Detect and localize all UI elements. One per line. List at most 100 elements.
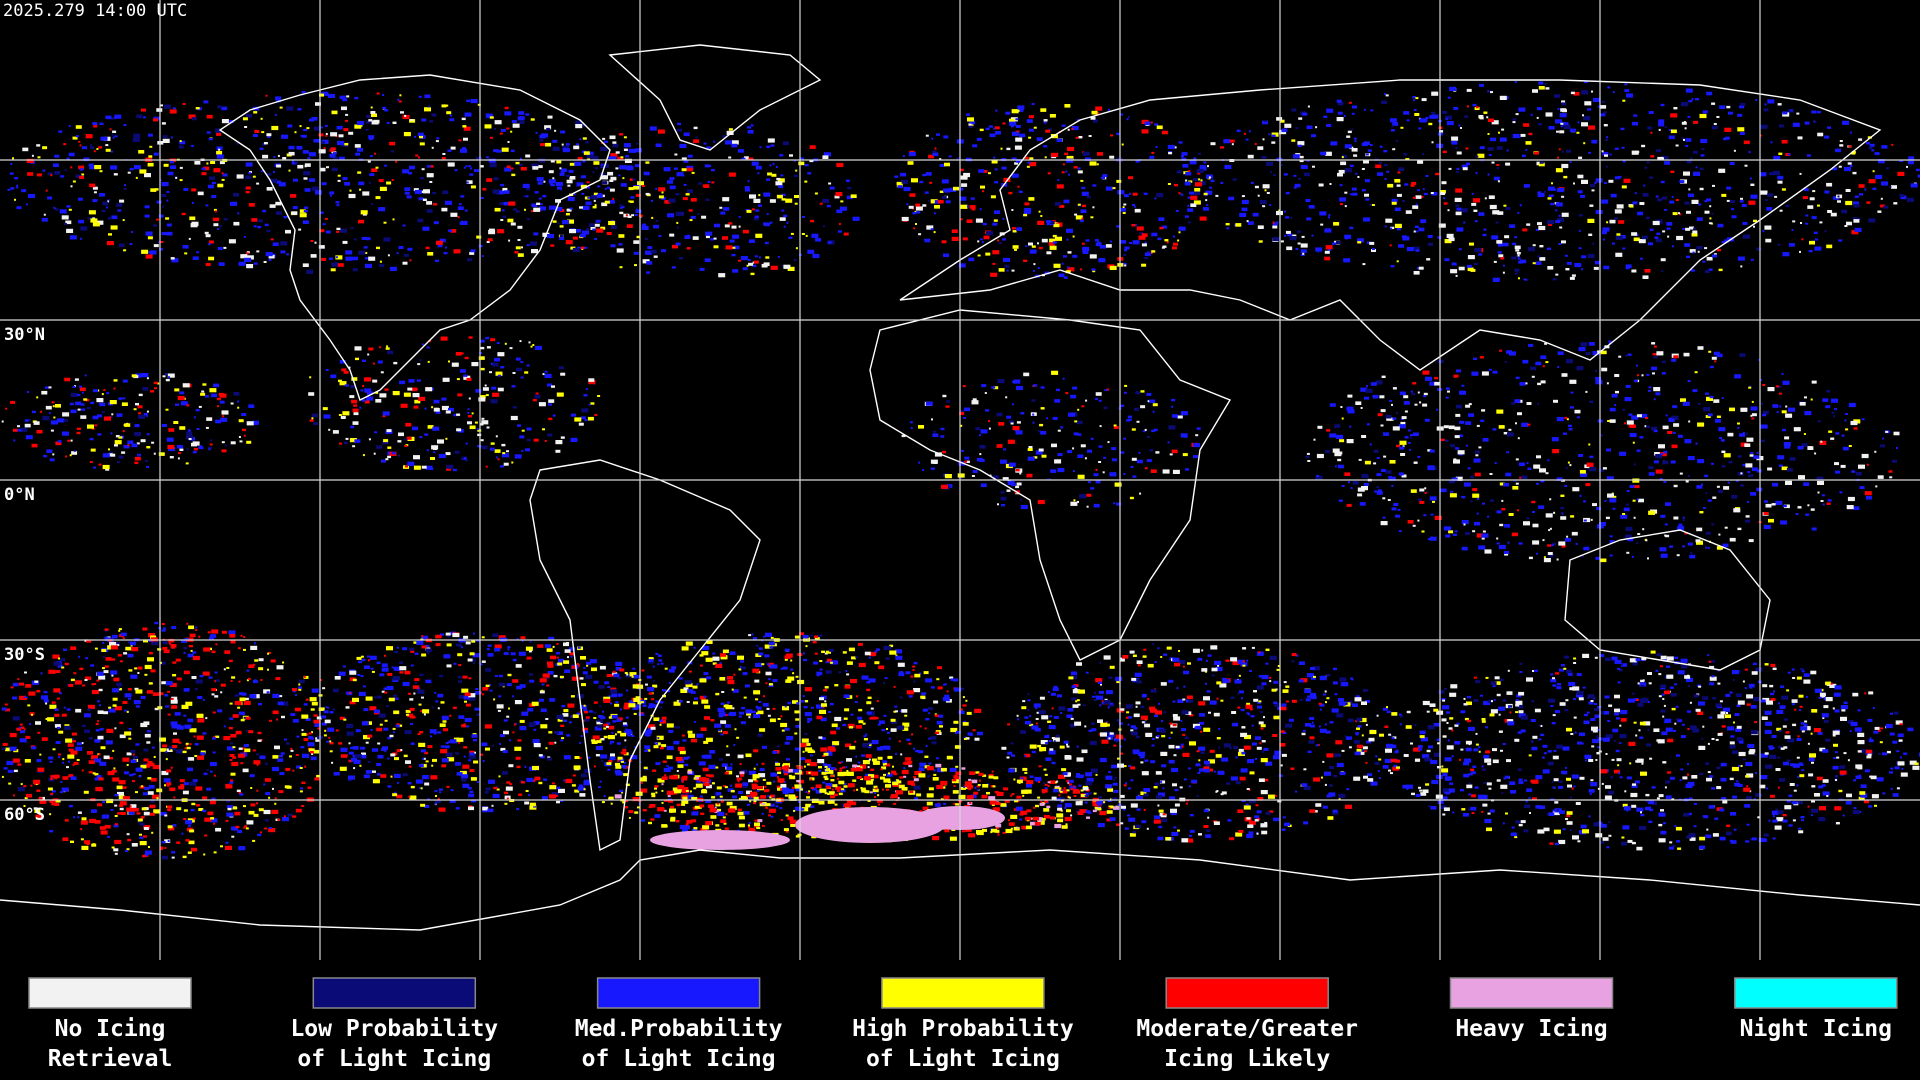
icing-pixel (479, 165, 484, 168)
icing-pixel (587, 152, 594, 156)
icing-pixel (488, 230, 496, 235)
icing-pixel (1344, 234, 1352, 239)
icing-pixel (1744, 164, 1748, 167)
icing-pixel (153, 152, 159, 156)
icing-pixel (1544, 83, 1547, 85)
icing-pixel (1532, 523, 1539, 528)
icing-pixel (1549, 527, 1552, 530)
icing-pixel (429, 165, 434, 168)
icing-pixel (1499, 523, 1504, 527)
icing-pixel (1568, 424, 1572, 428)
icing-pixel (1456, 404, 1462, 409)
icing-pixel (1320, 151, 1327, 156)
icing-pixel (529, 241, 537, 246)
icing-pixel (594, 223, 600, 227)
icing-pixel (1539, 161, 1544, 164)
icing-pixel (137, 453, 141, 457)
icing-pixel (967, 117, 974, 122)
icing-pixel (585, 201, 592, 206)
icing-pixel (1031, 245, 1036, 248)
icing-pixel (1468, 413, 1475, 417)
icing-pixel (1564, 484, 1568, 487)
icing-pixel (275, 211, 282, 215)
icing-pixel (1694, 371, 1698, 374)
icing-pixel (109, 400, 117, 405)
icing-pixel (525, 448, 530, 452)
icing-pixel (1043, 119, 1048, 122)
icing-pixel (1448, 479, 1455, 484)
icing-pixel (162, 135, 168, 139)
icing-pixel (1333, 222, 1340, 226)
icing-pixel (942, 450, 946, 454)
icing-pixel (27, 172, 34, 176)
icing-pixel (1689, 249, 1696, 253)
icing-pixel (4, 703, 8, 706)
icing-pixel (213, 383, 220, 388)
icing-pixel (138, 393, 143, 397)
icing-pixel (1759, 172, 1767, 177)
icing-pixel (1357, 176, 1360, 178)
icing-pixel (1524, 382, 1528, 385)
icing-pixel (1496, 164, 1500, 166)
icing-pixel (1305, 455, 1310, 459)
icing-pixel (337, 140, 344, 146)
icing-pixel (16, 206, 22, 210)
icing-pixel (1681, 102, 1689, 107)
icing-pixel (1220, 146, 1224, 149)
icing-pixel (170, 749, 173, 752)
icing-pixel (1336, 434, 1344, 439)
icing-pixel (943, 188, 951, 193)
icing-pixel (1906, 165, 1908, 168)
icing-pixel (1007, 480, 1015, 485)
icing-pixel (176, 841, 181, 844)
icing-pixel (176, 749, 183, 754)
icing-pixel (1499, 95, 1507, 100)
icing-pixel (1316, 474, 1320, 477)
icing-pixel (566, 208, 572, 212)
icing-pixel (587, 186, 590, 189)
icing-pixel (191, 676, 197, 679)
icing-pixel (252, 749, 256, 752)
icing-pixel (1195, 434, 1199, 437)
icing-pixel (1886, 167, 1890, 170)
icing-pixel (214, 695, 219, 698)
icing-pixel (1562, 432, 1567, 435)
icing-pixel (146, 377, 149, 380)
icing-pixel (1113, 502, 1116, 505)
icing-pixel (1632, 499, 1636, 502)
icing-pixel (1756, 451, 1759, 454)
icing-pixel (1084, 157, 1091, 161)
icing-pixel (1827, 210, 1833, 213)
icing-pixel (781, 209, 785, 212)
icing-pixel (1835, 432, 1840, 435)
icing-pixel (464, 112, 472, 117)
icing-pixel (1740, 442, 1748, 447)
icing-pixel (195, 786, 203, 791)
icing-pixel (471, 412, 474, 415)
icing-pixel (167, 171, 174, 176)
icing-pixel (264, 827, 268, 830)
icing-pixel (160, 812, 167, 816)
icing-pixel (1599, 522, 1606, 527)
icing-pixel (1688, 100, 1693, 103)
icing-pixel (1552, 449, 1560, 454)
icing-pixel (189, 216, 196, 221)
icing-pixel (167, 805, 173, 809)
icing-pixel (203, 853, 206, 856)
icing-pixel (113, 848, 119, 852)
icing-pixel (1390, 227, 1393, 230)
icing-pixel (1003, 448, 1007, 451)
icing-pixel (124, 423, 131, 427)
icing-pixel (1594, 182, 1597, 184)
icing-pixel (308, 748, 315, 752)
icing-pixel (55, 404, 61, 408)
icing-pixel (163, 163, 169, 167)
icing-pixel (1685, 88, 1693, 93)
icing-pixel (164, 784, 166, 787)
icing-pixel (172, 738, 180, 743)
icing-pixel (1065, 170, 1068, 173)
icing-pixel (1624, 83, 1628, 86)
icing-pixel (1835, 470, 1841, 474)
icing-pixel (742, 229, 749, 234)
icing-pixel (1390, 265, 1395, 268)
